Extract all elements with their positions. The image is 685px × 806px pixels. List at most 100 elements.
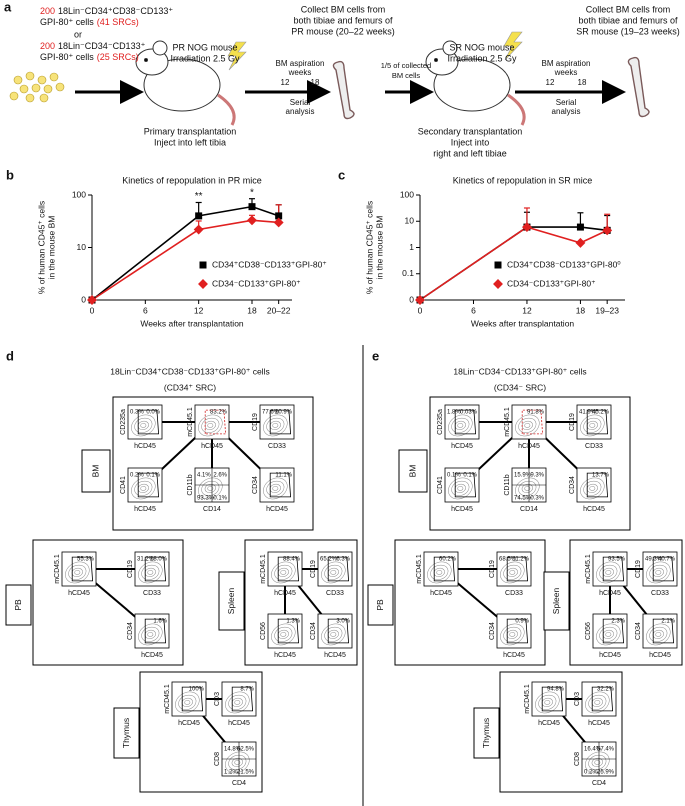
gate — [231, 686, 254, 712]
density-contour — [451, 417, 470, 433]
gate-percent: 15.9% — [514, 473, 532, 479]
mouse-sr — [425, 40, 526, 126]
y-axis-label: % of human CD45⁺ cells — [36, 201, 46, 294]
x-axis-label: hCD45 — [274, 652, 296, 659]
y-tick-label: 0 — [409, 294, 414, 304]
density-contour — [134, 417, 153, 433]
lightning — [227, 41, 247, 71]
density-contour — [524, 423, 531, 428]
y-axis-label: CD235a — [437, 409, 444, 435]
gate — [602, 556, 625, 582]
mouse-pr — [135, 40, 236, 126]
density-contour — [594, 700, 601, 705]
y-axis-label: CD56 — [585, 622, 592, 640]
x-axis-label: hCD45 — [141, 652, 163, 659]
marker — [193, 224, 204, 235]
flow-plot — [511, 404, 547, 440]
gate-percent: 31.2% — [137, 557, 155, 563]
marker — [195, 212, 203, 220]
gate-percent: 88.4% — [283, 557, 301, 563]
gate — [521, 409, 544, 435]
y-axis-label: % of human CD45⁺ cells — [364, 201, 374, 294]
y-axis-label: CD34 — [489, 622, 496, 640]
tissue-label-box — [5, 584, 32, 626]
density-contour — [330, 570, 337, 575]
panel-label: c — [338, 167, 345, 182]
density-contour — [198, 477, 223, 500]
y-axis-label: mCD45.1 — [54, 554, 61, 584]
density-contour — [583, 417, 602, 433]
gate-percent: 41.9% — [579, 410, 597, 416]
aspiration-label: BM aspiration — [276, 59, 325, 68]
gate-percent: 32.2% — [597, 687, 615, 693]
gate-percent: 0.9% — [515, 619, 529, 625]
gate-percent: 77.6% — [262, 410, 280, 416]
cell-count: 200 — [40, 6, 55, 16]
tissue-label: PB — [375, 599, 385, 611]
y-axis-label: CD34 — [310, 622, 317, 640]
density-contour — [234, 700, 241, 705]
bone — [627, 56, 650, 118]
x-axis-label: CD33 — [326, 590, 344, 597]
gate-percent: 21.5% — [237, 770, 255, 776]
gate — [137, 409, 160, 435]
panel-title: 18Lin⁻CD34⁻CD133⁺GPI-80⁺ cells — [453, 366, 586, 376]
series-line — [419, 226, 608, 301]
y-axis-label: CD3 — [214, 692, 221, 706]
gate-percent: 1.8% — [447, 410, 461, 416]
density-contour — [324, 564, 343, 580]
density-contour — [538, 694, 557, 710]
gate — [586, 472, 609, 498]
gate-percent: 55.3% — [77, 557, 95, 563]
mouse-label: SR NOG mouse — [449, 42, 514, 52]
density-contour — [457, 423, 464, 428]
y-axis-label: CD34 — [635, 622, 642, 640]
gate-percent: 57.4% — [597, 747, 615, 753]
density-contour — [272, 423, 279, 428]
x-tick-label: 12 — [194, 305, 204, 315]
tissue-label-box — [473, 707, 500, 759]
x-axis-label: CD33 — [268, 443, 286, 450]
marker — [247, 215, 257, 226]
gate — [327, 556, 350, 582]
flow-plot — [496, 613, 532, 649]
gate-percent: 0.1% — [146, 473, 160, 479]
aspiration-label: weeks — [288, 68, 312, 77]
transplant-label: right and left tibiae — [433, 148, 507, 158]
x-axis-label: hCD45 — [599, 652, 621, 659]
panel-subtitle: (CD34⁺ SRC) — [164, 382, 216, 392]
panel-title: 18Lin⁻CD34⁺CD38⁻CD133⁺GPI-80⁺ cells — [110, 366, 269, 376]
flow-plot — [61, 551, 97, 587]
gate — [277, 556, 300, 582]
tissue-label: Spleen — [226, 587, 236, 614]
y-axis-label: CD19 — [127, 560, 134, 578]
tissue-label: Thymus — [481, 718, 491, 748]
flow-plot — [194, 467, 230, 503]
x-axis-label: hCD45 — [599, 590, 621, 597]
gate — [327, 618, 350, 644]
gate-percent: 60.2% — [439, 557, 457, 563]
lightning — [503, 31, 523, 61]
density-contour — [330, 632, 337, 637]
y-tick-label: 0 — [81, 294, 86, 304]
y-tick-label: 10 — [77, 242, 87, 252]
density-contour — [225, 751, 250, 774]
density-contour — [134, 480, 153, 496]
flow-plot — [127, 467, 163, 503]
gate-percent: 100% — [189, 687, 205, 693]
density-contour — [591, 757, 603, 767]
cell-phenotype: GPI-80⁺ cells — [40, 52, 94, 62]
cell-description: GPI-80⁺ cells (25 SRCs) — [40, 52, 139, 62]
density-contour — [655, 632, 662, 637]
legend-label: CD34⁻CD133⁺GPI-80⁺ — [507, 278, 596, 288]
gate — [541, 686, 564, 712]
gate-percent: 4.1% — [197, 473, 211, 479]
gate — [433, 556, 456, 582]
y-tick-label: 10 — [405, 216, 415, 226]
or-label: or — [74, 29, 82, 39]
flow-plot — [581, 741, 617, 777]
gate-percent: 1.3% — [286, 619, 300, 625]
tissue-box — [244, 539, 358, 666]
density-contour — [436, 570, 443, 575]
transplant-label: Inject into left tibia — [154, 137, 226, 147]
